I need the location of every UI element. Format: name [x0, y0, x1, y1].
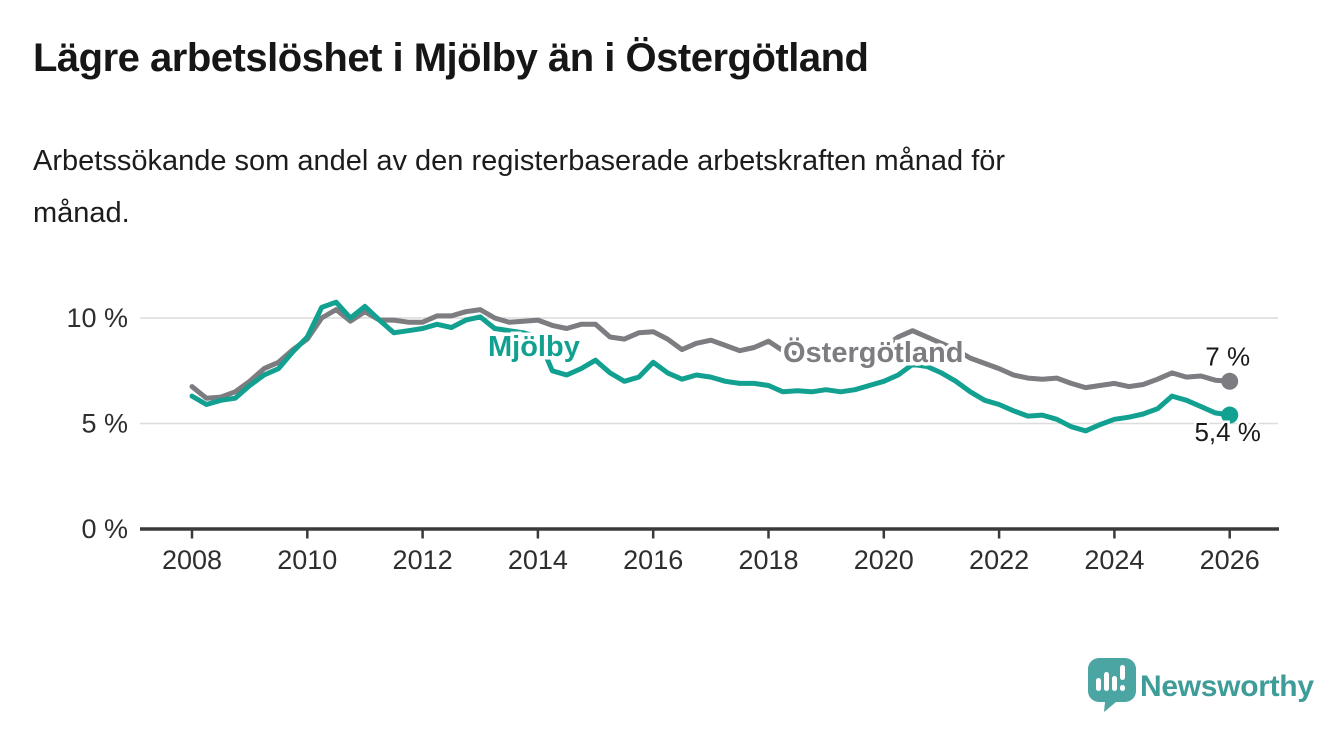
unemployment-line-chart: 0 %5 %10 % 2008 2010 2012 2014 2016 2018 2020 2…: [66, 299, 1279, 575]
y-tick-label: 0 %: [81, 514, 128, 544]
x-tick-label: 2016: [623, 545, 683, 575]
x-tick-label: 2008: [162, 545, 222, 575]
page-title: Lägre arbetslöshet i Mjölby än i Östergö…: [33, 36, 869, 80]
x-tick-label: 2018: [738, 545, 798, 575]
x-tick-label: 2014: [508, 545, 568, 575]
end-value-label-ostergotland: 7 %: [1205, 341, 1250, 371]
end-dot-östergötland: [1221, 372, 1239, 390]
end-dot-mjölby: [1221, 406, 1239, 424]
x-tick-label: 2026: [1200, 545, 1260, 575]
y-tick-label: 10 %: [66, 303, 128, 333]
newsworthy-logo-text: Newsworthy: [1140, 670, 1314, 703]
gridlines: [140, 317, 1278, 425]
end-value-label-mjolby: 5,4 %: [1194, 417, 1261, 447]
line-östergötland: [189, 307, 1233, 401]
series-end-dots: [1221, 372, 1239, 424]
x-tick-label: 2022: [969, 545, 1029, 575]
y-tick-label: 5 %: [81, 409, 128, 439]
line-mjölby: [189, 299, 1233, 434]
data-series-lines: [189, 299, 1233, 434]
chart-subtitle: Arbetssökande som andel av den registerb…: [33, 145, 1006, 229]
speech-bubble-bar-chart-icon: [1088, 658, 1136, 712]
x-axis: [140, 527, 1279, 539]
x-tick-label: 2024: [1084, 545, 1144, 575]
x-axis-labels: 2008 2010 2012 2014 2016 2018 2020 2022 2024 2026: [162, 545, 1260, 575]
newsworthy-logo: Newsworthy: [1088, 658, 1315, 712]
x-tick-label: 2012: [393, 545, 453, 575]
y-axis-labels: 0 % 5 % 10 %: [66, 303, 128, 544]
series-label-ostergotland: Östergötland: [783, 336, 963, 369]
x-tick-label: 2010: [277, 545, 337, 575]
x-tick-label: 2020: [854, 545, 914, 575]
series-label-mjolby: Mjölby: [488, 331, 580, 363]
